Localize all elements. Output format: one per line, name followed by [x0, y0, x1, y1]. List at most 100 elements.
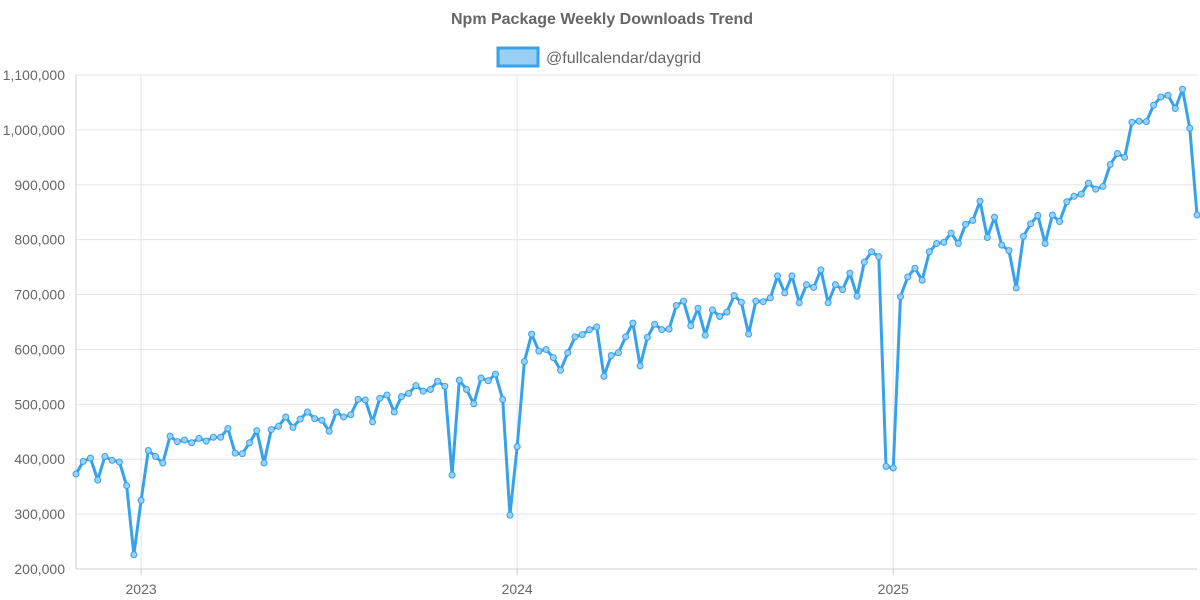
data-point[interactable]: [940, 238, 948, 246]
data-point[interactable]: [180, 436, 188, 444]
data-point[interactable]: [535, 347, 543, 355]
data-point[interactable]: [1150, 101, 1158, 109]
data-point[interactable]: [108, 456, 116, 464]
data-point[interactable]: [737, 298, 745, 306]
data-point[interactable]: [585, 326, 593, 334]
data-point[interactable]: [701, 331, 709, 339]
data-point[interactable]: [209, 433, 217, 441]
data-point[interactable]: [1070, 192, 1078, 200]
data-point[interactable]: [983, 233, 991, 241]
data-point[interactable]: [195, 434, 203, 442]
data-point[interactable]: [340, 413, 348, 421]
data-point[interactable]: [1179, 85, 1187, 93]
data-point[interactable]: [716, 313, 724, 321]
data-point[interactable]: [875, 253, 883, 261]
series-line[interactable]: [74, 87, 1199, 557]
data-point[interactable]: [831, 281, 839, 289]
data-point[interactable]: [904, 273, 912, 281]
data-point[interactable]: [557, 366, 565, 374]
data-point[interactable]: [383, 391, 391, 399]
data-point[interactable]: [896, 293, 904, 301]
data-point[interactable]: [962, 220, 970, 228]
data-point[interactable]: [694, 304, 702, 312]
data-point[interactable]: [824, 299, 832, 307]
data-point[interactable]: [412, 382, 420, 390]
data-point[interactable]: [643, 333, 651, 341]
data-point[interactable]: [868, 248, 876, 256]
data-point[interactable]: [130, 551, 138, 559]
data-point[interactable]: [1142, 118, 1150, 126]
data-point[interactable]: [376, 394, 384, 402]
data-point[interactable]: [911, 264, 919, 272]
data-point[interactable]: [759, 298, 767, 306]
data-point[interactable]: [1027, 220, 1035, 228]
data-point[interactable]: [614, 349, 622, 357]
data-point[interactable]: [636, 362, 644, 370]
data-point[interactable]: [629, 319, 637, 327]
data-point[interactable]: [115, 458, 123, 466]
data-point[interactable]: [846, 269, 854, 277]
data-point[interactable]: [484, 377, 492, 385]
data-point[interactable]: [687, 322, 695, 330]
data-point[interactable]: [419, 387, 427, 395]
data-point[interactable]: [774, 272, 782, 280]
data-point[interactable]: [1135, 117, 1143, 125]
data-point[interactable]: [788, 272, 796, 280]
data-point[interactable]: [1171, 104, 1179, 112]
legend-label[interactable]: @fullcalendar/daygrid: [546, 50, 701, 67]
legend-swatch[interactable]: [496, 46, 540, 68]
data-point[interactable]: [101, 452, 109, 460]
data-point[interactable]: [1012, 284, 1020, 292]
data-point[interactable]: [549, 354, 557, 362]
data-point[interactable]: [369, 418, 377, 426]
data-point[interactable]: [173, 438, 181, 446]
data-point[interactable]: [998, 241, 1006, 249]
data-point[interactable]: [1121, 153, 1129, 161]
data-point[interactable]: [238, 450, 246, 458]
data-point[interactable]: [426, 386, 434, 394]
data-point[interactable]: [463, 386, 471, 394]
data-point[interactable]: [607, 351, 615, 359]
data-point[interactable]: [520, 358, 528, 366]
data-point[interactable]: [817, 266, 825, 274]
data-point[interactable]: [730, 292, 738, 300]
data-point[interactable]: [781, 289, 789, 297]
data-point[interactable]: [332, 408, 340, 416]
data-point[interactable]: [1193, 211, 1200, 219]
data-point[interactable]: [318, 416, 326, 424]
data-point[interactable]: [405, 389, 413, 397]
data-point[interactable]: [448, 471, 456, 479]
data-point[interactable]: [578, 331, 586, 339]
data-point[interactable]: [925, 248, 933, 256]
data-point[interactable]: [593, 323, 601, 331]
data-point[interactable]: [1041, 240, 1049, 248]
data-point[interactable]: [1106, 160, 1114, 168]
data-point[interactable]: [282, 413, 290, 421]
data-point[interactable]: [137, 496, 145, 504]
data-point[interactable]: [680, 297, 688, 305]
data-point[interactable]: [513, 443, 521, 451]
data-point[interactable]: [166, 432, 174, 440]
data-point[interactable]: [1164, 91, 1172, 99]
data-point[interactable]: [571, 333, 579, 341]
data-point[interactable]: [303, 408, 311, 416]
data-point[interactable]: [795, 299, 803, 307]
data-point[interactable]: [976, 197, 984, 205]
data-point[interactable]: [665, 325, 673, 333]
data-point[interactable]: [224, 424, 232, 432]
data-point[interactable]: [991, 213, 998, 221]
legend[interactable]: @fullcalendar/daygrid: [496, 46, 701, 68]
data-point[interactable]: [470, 400, 478, 408]
data-point[interactable]: [144, 446, 152, 454]
data-point[interactable]: [79, 457, 87, 465]
data-point[interactable]: [441, 382, 449, 390]
data-point[interactable]: [347, 411, 355, 419]
data-point[interactable]: [889, 464, 897, 472]
data-point[interactable]: [246, 439, 254, 447]
data-point[interactable]: [882, 462, 890, 470]
data-point[interactable]: [1077, 190, 1085, 198]
data-point[interactable]: [651, 320, 659, 328]
data-point[interactable]: [325, 427, 333, 435]
data-point[interactable]: [1099, 182, 1107, 190]
data-point[interactable]: [477, 374, 485, 382]
